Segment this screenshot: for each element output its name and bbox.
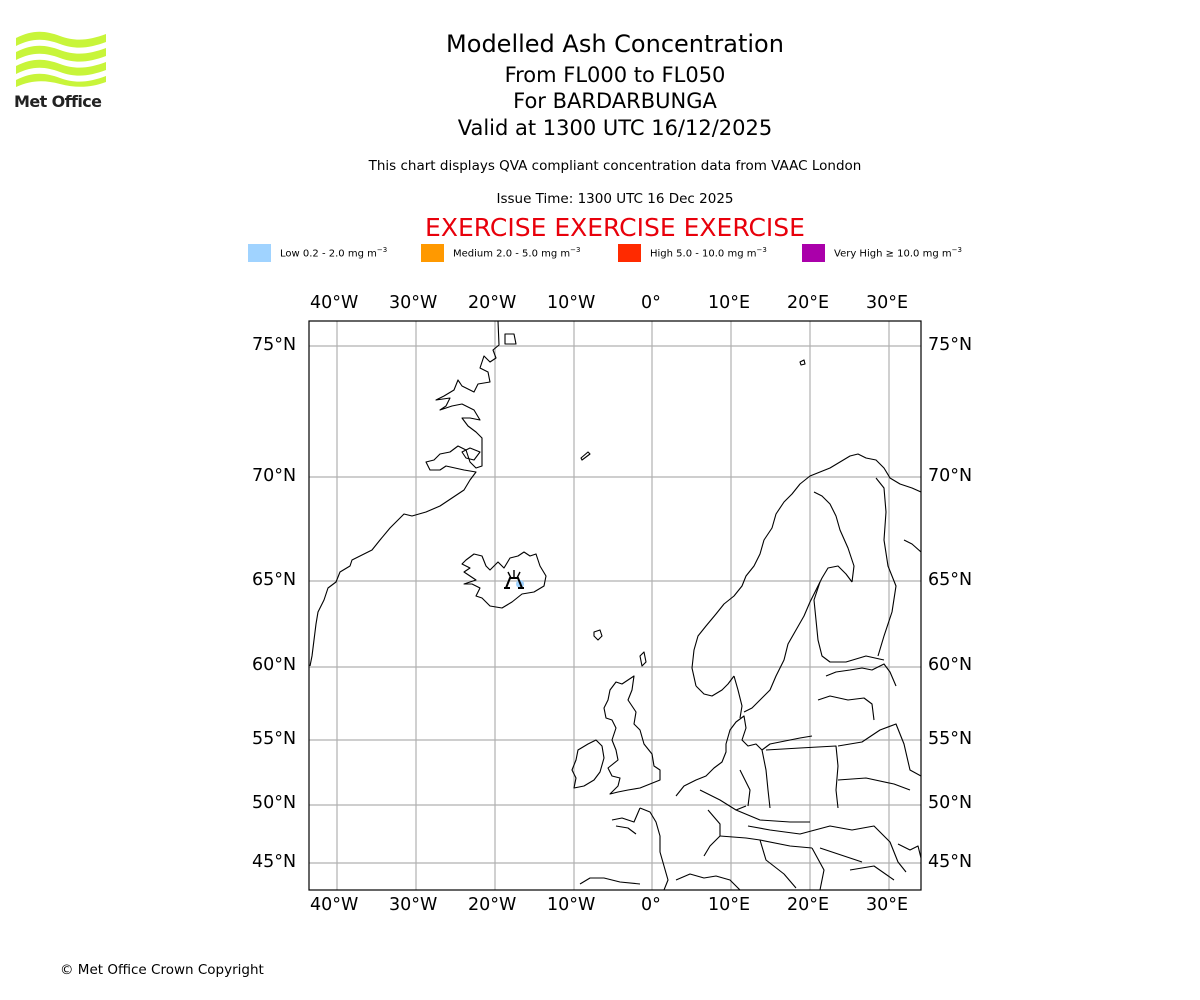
lat-tick-right: 60°N: [928, 655, 973, 675]
logo-text: Met Office: [14, 92, 102, 111]
jan-mayen-coast: [580, 451, 591, 461]
bear-island-coast: [799, 359, 806, 366]
valid-time: Valid at 1300 UTC 16/12/2025: [457, 116, 773, 140]
sweden-coast: [733, 565, 853, 719]
legend-label-high: High 5.0 - 10.0 mg m−3: [650, 246, 767, 260]
lat-tick-right: 65°N: [928, 570, 973, 590]
lon-tick-bottom: 0°: [641, 895, 661, 915]
lat-tick-left: 55°N: [252, 729, 297, 749]
lon-tick-top: 30°E: [866, 293, 909, 313]
legend-label-medium: Medium 2.0 - 5.0 mg m−3: [453, 246, 581, 260]
iceland-coast: [461, 551, 547, 609]
legend-swatch-low: [248, 244, 271, 262]
lon-tick-top: 40°W: [310, 293, 359, 313]
norway-coast: [691, 453, 921, 687]
map-gridlines: [309, 321, 921, 890]
norway-south-coast: [695, 675, 735, 697]
great-britain-coast: [603, 675, 661, 795]
baltic-coast: [825, 663, 897, 687]
lat-tick-left: 65°N: [252, 570, 297, 590]
lat-tick-left: 60°N: [252, 655, 297, 675]
flight-level-range: From FL000 to FL050: [504, 63, 726, 87]
lon-tick-bottom: 20°W: [468, 895, 517, 915]
issue-time: Issue Time: 1300 UTC 16 Dec 2025: [496, 191, 734, 207]
volcano-icon: [504, 570, 524, 589]
lat-tick-left: 75°N: [252, 335, 297, 355]
legend-item-very-high: Very High ≥ 10.0 mg m−3: [802, 243, 962, 263]
legend-swatch-very-high: [802, 244, 825, 262]
lat-tick-left: 45°N: [252, 852, 297, 872]
lat-tick-left: 70°N: [252, 466, 297, 486]
legend-item-medium: Medium 2.0 - 5.0 mg m−3: [421, 243, 580, 263]
chart-subtitle: This chart displays QVA compliant concen…: [368, 158, 862, 174]
exercise-banner: EXERCISE EXERCISE EXERCISE: [425, 213, 805, 242]
lat-tick-right: 45°N: [928, 852, 973, 872]
legend-item-high: High 5.0 - 10.0 mg m−3: [618, 243, 767, 263]
chart-title: Modelled Ash Concentration: [446, 30, 784, 58]
map-frame: [308, 320, 922, 891]
lon-tick-top: 20°E: [787, 293, 830, 313]
lon-tick-bottom: 10°E: [708, 895, 751, 915]
legend-swatch-medium: [421, 244, 444, 262]
france-coast: [639, 807, 669, 890]
lon-tick-top: 0°: [641, 293, 661, 313]
copyright-notice: © Met Office Crown Copyright: [60, 962, 264, 978]
legend-swatch-high: [618, 244, 641, 262]
finland-border: [813, 477, 897, 657]
iberia-coast: [579, 877, 641, 885]
lat-tick-right: 50°N: [928, 793, 973, 813]
ireland-coast: [571, 739, 605, 789]
lat-tick-right: 70°N: [928, 466, 973, 486]
volcano-name: For BARDARBUNGA: [513, 89, 717, 113]
lon-tick-top: 10°W: [547, 293, 596, 313]
legend-label-low: Low 0.2 - 2.0 mg m−3: [280, 246, 388, 260]
coastlines: [309, 321, 921, 890]
legend-label-very-high: Very High ≥ 10.0 mg m−3: [834, 246, 962, 260]
legend-item-low: Low 0.2 - 2.0 mg m−3: [248, 243, 387, 263]
lon-tick-bottom: 30°W: [389, 895, 438, 915]
lon-tick-top: 20°W: [468, 293, 517, 313]
greenland-coast: [309, 321, 500, 667]
lon-tick-top: 10°E: [708, 293, 751, 313]
lon-tick-top: 30°W: [389, 293, 438, 313]
lat-tick-right: 75°N: [928, 335, 973, 355]
lat-tick-left: 50°N: [252, 793, 297, 813]
lon-tick-bottom: 40°W: [310, 895, 359, 915]
faroe-coast: [593, 629, 603, 641]
met-office-logo: Met Office: [14, 30, 108, 112]
lon-tick-bottom: 20°E: [787, 895, 830, 915]
lon-tick-bottom: 10°W: [547, 895, 596, 915]
wave-logo-icon: [16, 31, 106, 87]
lon-tick-bottom: 30°E: [866, 895, 909, 915]
north-sea-coast: [675, 715, 813, 797]
lat-tick-right: 55°N: [928, 729, 973, 749]
